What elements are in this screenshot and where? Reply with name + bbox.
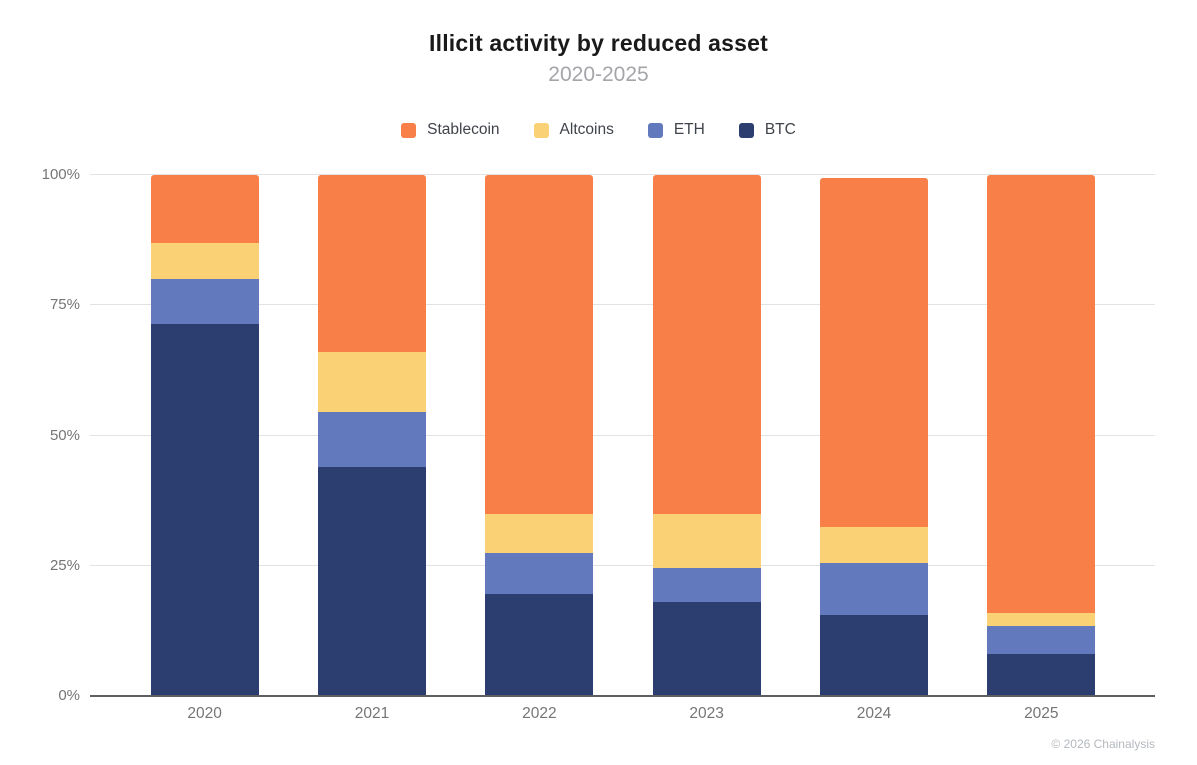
- bar-slot-2024: [790, 175, 957, 696]
- bar-slot-2023: [623, 175, 790, 696]
- chart-header: Illicit activity by reduced asset 2020-2…: [0, 30, 1197, 87]
- segment-altcoins-2023: [652, 513, 761, 569]
- segment-altcoins-2020: [150, 242, 259, 280]
- copyright-text: © 2026 Chainalysis: [1051, 737, 1155, 751]
- segment-stablecoin-2020: [150, 175, 259, 243]
- plot-area: [90, 174, 1155, 697]
- x-tick-label-2020: 2020: [187, 705, 222, 722]
- segment-btc-2022: [485, 594, 594, 696]
- x-tick-label-2024: 2024: [856, 705, 892, 722]
- bar-slot-2025: [958, 175, 1125, 696]
- segment-eth-2023: [652, 568, 761, 603]
- x-tick-label-2021: 2021: [354, 705, 390, 722]
- gridline-100: [90, 174, 1155, 175]
- segment-btc-2025: [987, 654, 1096, 696]
- segment-eth-2025: [987, 625, 1096, 655]
- chart-title: Illicit activity by reduced asset: [429, 30, 768, 56]
- stacked-bar-2020: [150, 175, 259, 696]
- stacked-bar-2024: [819, 175, 928, 696]
- legend-item-altcoins: Altcoins: [533, 121, 614, 139]
- bar-slot-2021: [288, 175, 455, 696]
- legend-label-altcoins: Altcoins: [559, 121, 614, 138]
- stacked-bar-2022: [485, 175, 594, 696]
- legend-item-eth: ETH: [647, 121, 705, 139]
- segment-eth-2024: [819, 563, 928, 616]
- legend-swatch-eth-icon: [647, 122, 663, 138]
- segment-btc-2021: [317, 466, 426, 696]
- segment-stablecoin-2024: [819, 177, 928, 527]
- legend-swatch-altcoins-icon: [533, 122, 549, 138]
- legend-item-stablecoin: Stablecoin: [401, 121, 500, 139]
- y-tick-label-100: 100%: [41, 166, 80, 183]
- bar-slot-2022: [456, 175, 623, 696]
- segment-btc-2023: [652, 602, 761, 696]
- x-axis-line: [90, 695, 1155, 697]
- x-tick-label-2023: 2023: [689, 705, 724, 722]
- y-axis: 0% 25% 50% 75% 100%: [0, 166, 80, 704]
- legend-swatch-stablecoin-icon: [401, 122, 417, 138]
- chart-legend: Stablecoin Altcoins ETH BTC: [0, 121, 1197, 139]
- x-axis: 2020 2021 2022 2023 2024 2025: [121, 705, 1125, 723]
- stacked-bar-2023: [652, 175, 761, 696]
- y-tick-label-0: 0%: [58, 687, 80, 704]
- bars-container: [121, 175, 1125, 696]
- legend-label-stablecoin: Stablecoin: [427, 121, 500, 138]
- gridline-75: [90, 304, 1155, 306]
- segment-altcoins-2024: [819, 526, 928, 564]
- bar-slot-2020: [121, 175, 288, 696]
- segment-stablecoin-2025: [987, 175, 1096, 613]
- stacked-bar-2021: [317, 175, 426, 696]
- segment-eth-2020: [150, 279, 259, 324]
- segment-altcoins-2021: [317, 352, 426, 413]
- legend-swatch-btc-icon: [738, 122, 754, 138]
- segment-eth-2021: [317, 412, 426, 467]
- segment-altcoins-2025: [987, 612, 1096, 626]
- legend-label-btc: BTC: [764, 121, 796, 138]
- gridline-25: [90, 564, 1155, 566]
- segment-stablecoin-2022: [485, 175, 594, 514]
- gridline-50: [90, 434, 1155, 436]
- segment-altcoins-2022: [485, 513, 594, 553]
- legend-item-btc: BTC: [738, 121, 796, 139]
- x-tick-label-2025: 2025: [1024, 705, 1059, 722]
- x-tick-label-2022: 2022: [522, 705, 557, 722]
- legend-label-eth: ETH: [673, 121, 705, 138]
- y-tick-label-75: 75%: [49, 296, 80, 314]
- segment-btc-2024: [819, 615, 928, 696]
- segment-btc-2020: [150, 323, 259, 696]
- stacked-bar-2025: [987, 175, 1096, 696]
- y-tick-label-50: 50%: [49, 426, 80, 444]
- segment-eth-2022: [485, 552, 594, 595]
- segment-stablecoin-2021: [317, 175, 426, 353]
- segment-stablecoin-2023: [652, 175, 761, 514]
- y-tick-label-25: 25%: [49, 556, 80, 574]
- chart-subtitle: 2020-2025: [548, 63, 649, 86]
